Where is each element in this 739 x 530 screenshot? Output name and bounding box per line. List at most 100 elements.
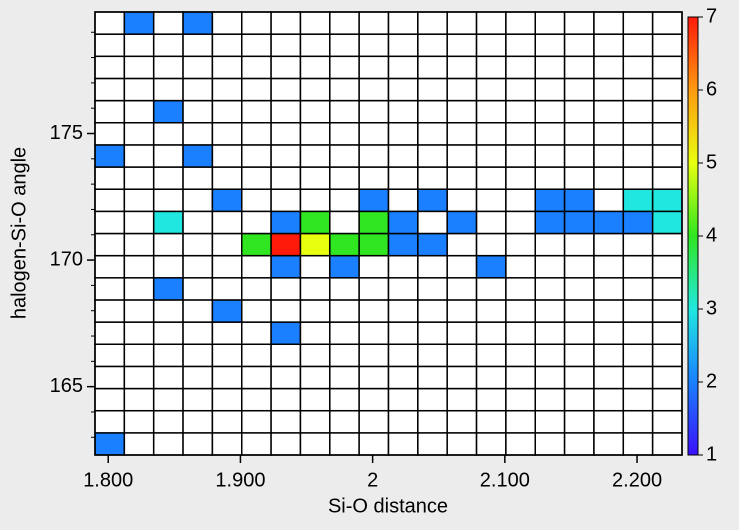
heatmap-cell — [651, 99, 683, 124]
heatmap-cell — [329, 343, 360, 368]
heatmap-cell — [299, 99, 331, 124]
heatmap-cell — [475, 188, 507, 213]
heatmap-cell — [505, 254, 536, 279]
heatmap-cell — [563, 33, 595, 58]
heatmap-cell — [417, 77, 448, 102]
heatmap-cell — [270, 166, 302, 190]
heatmap-cell — [152, 122, 184, 146]
heatmap-cell — [211, 409, 243, 434]
heatmap-cell — [505, 77, 536, 102]
heatmap-cell — [417, 144, 448, 168]
heatmap-cell — [152, 33, 184, 58]
heatmap-cell — [534, 365, 566, 390]
heatmap-cell — [651, 166, 683, 190]
heatmap-cell — [94, 166, 126, 190]
heatmap-cell — [152, 432, 184, 456]
heatmap-cell — [505, 55, 536, 80]
heatmap-cell — [182, 210, 214, 235]
heatmap-cell — [651, 33, 683, 58]
heatmap-cell — [651, 188, 683, 213]
heatmap-cell — [123, 387, 155, 412]
heatmap-cell — [182, 432, 214, 456]
heatmap-cell — [94, 99, 126, 124]
heatmap-cell — [622, 188, 654, 213]
heatmap-cell — [417, 321, 448, 346]
heatmap-cell — [211, 387, 243, 412]
heatmap-cell — [270, 188, 302, 213]
heatmap-cell — [241, 144, 272, 168]
heatmap-cell — [152, 387, 184, 412]
heatmap-cell — [299, 387, 331, 412]
heatmap-cell — [446, 144, 478, 168]
heatmap-cell — [152, 409, 184, 434]
heatmap-cell — [593, 343, 625, 368]
heatmap-cell — [651, 254, 683, 279]
heatmap-cell — [622, 387, 654, 412]
heatmap-cell — [299, 277, 331, 301]
heatmap-cell — [475, 144, 507, 168]
heatmap-cell — [358, 188, 390, 213]
colorbar-tick-label: 5 — [706, 151, 717, 173]
heatmap-cell — [182, 321, 214, 346]
heatmap-cell — [123, 254, 155, 279]
heatmap-cell — [622, 277, 654, 301]
heatmap-cell — [241, 432, 272, 456]
heatmap-cell — [358, 33, 390, 58]
heatmap-cell — [563, 166, 595, 190]
heatmap-cell — [211, 321, 243, 346]
heatmap-cell — [94, 232, 126, 257]
heatmap-cell — [152, 166, 184, 190]
heatmap-cell — [593, 122, 625, 146]
heatmap-cell — [152, 55, 184, 80]
heatmap-cell — [182, 55, 214, 80]
heatmap-cell — [534, 144, 566, 168]
heatmap-cell — [329, 277, 360, 301]
heatmap-cell — [123, 232, 155, 257]
heatmap-cell — [622, 99, 654, 124]
heatmap-cell — [182, 33, 214, 58]
heatmap-cell — [358, 299, 390, 323]
heatmap-cell — [241, 33, 272, 58]
colorbar-tick-label: 6 — [706, 78, 717, 100]
plot-frame — [94, 11, 683, 456]
heatmap-cell — [358, 166, 390, 190]
heatmap-cell — [475, 254, 507, 279]
heatmap-cell — [182, 254, 214, 279]
heatmap-cell — [593, 55, 625, 80]
heatmap-cell — [417, 365, 448, 390]
heatmap-cell — [505, 166, 536, 190]
heatmap-cell — [94, 321, 126, 346]
heatmap-cell — [622, 343, 654, 368]
heatmap-cell — [446, 321, 478, 346]
heatmap-cell — [622, 321, 654, 346]
heatmap-cell — [211, 11, 243, 35]
heatmap-cell — [446, 166, 478, 190]
heatmap-cell — [417, 99, 448, 124]
heatmap-cell — [211, 122, 243, 146]
heatmap-cell — [182, 409, 214, 434]
heatmap-cell — [534, 254, 566, 279]
heatmap-cell — [358, 343, 390, 368]
heatmap-cell — [387, 166, 419, 190]
heatmap-cell — [299, 409, 331, 434]
heatmap-cell — [505, 365, 536, 390]
heatmap-cell — [211, 299, 243, 323]
heatmap-cell — [211, 277, 243, 301]
heatmap-cell — [534, 321, 566, 346]
heatmap-cell — [211, 232, 243, 257]
heatmap-cell — [534, 299, 566, 323]
heatmap-cell — [211, 144, 243, 168]
heatmap-cell — [446, 55, 478, 80]
heatmap-cell — [475, 11, 507, 35]
heatmap-cell — [417, 55, 448, 80]
heatmap-cell — [329, 299, 360, 323]
heatmap-cell — [123, 166, 155, 190]
heatmap-cell — [475, 343, 507, 368]
heatmap-cell — [387, 343, 419, 368]
heatmap-cell — [387, 33, 419, 58]
heatmap-cell — [299, 210, 331, 235]
heatmap-cell — [387, 365, 419, 390]
heatmap-cell — [622, 166, 654, 190]
heatmap-cell — [241, 232, 272, 257]
heatmap-cell — [622, 122, 654, 146]
